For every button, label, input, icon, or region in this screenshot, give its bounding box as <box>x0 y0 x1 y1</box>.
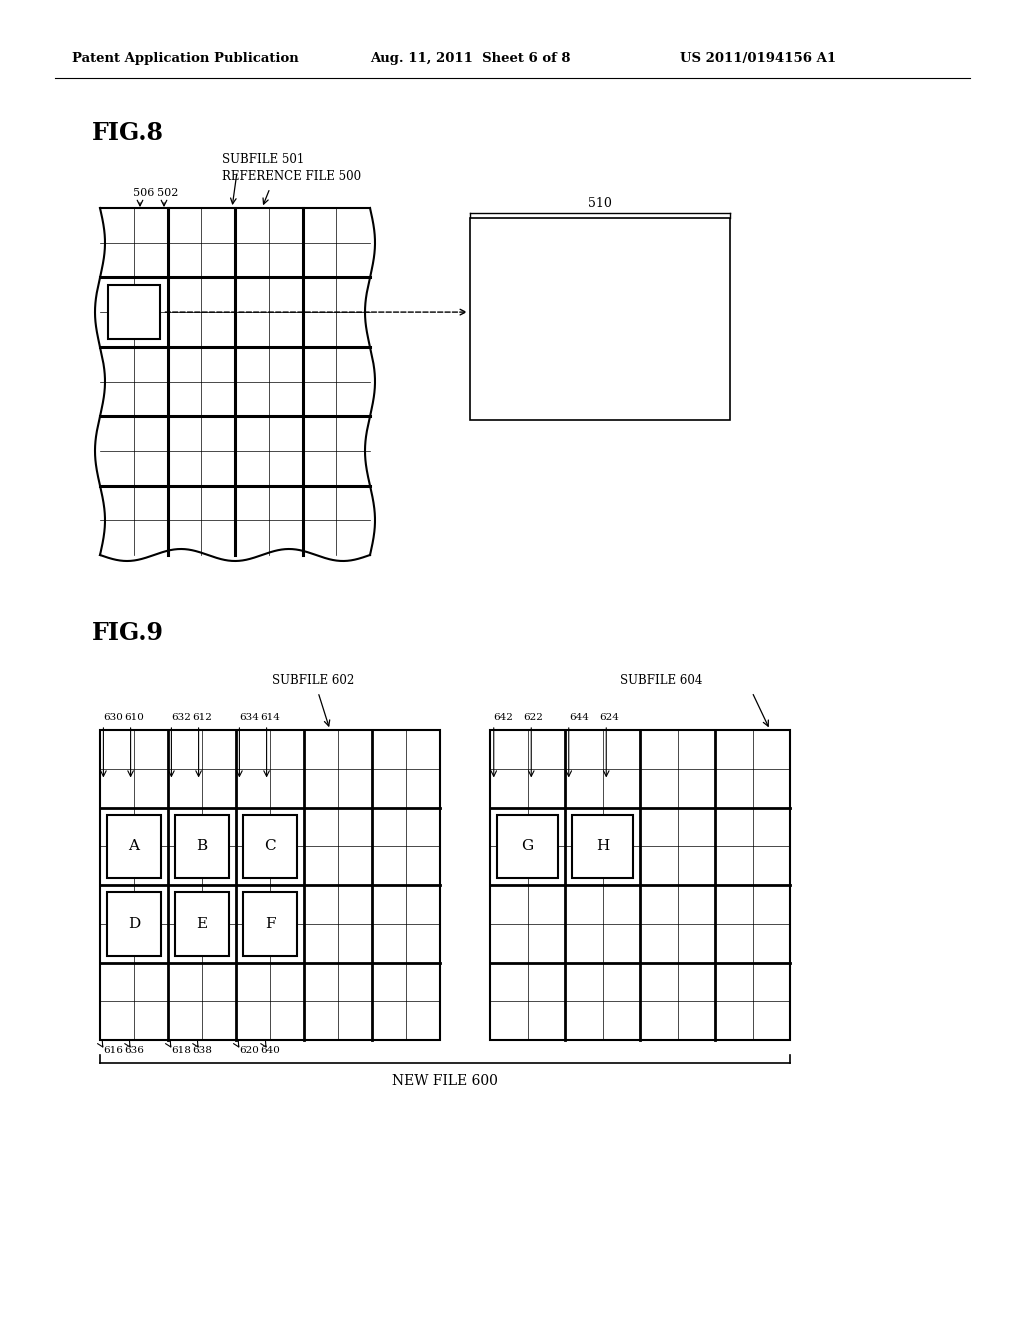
Bar <box>470 218 730 420</box>
Text: 510: 510 <box>588 197 612 210</box>
Text: SUBFILE 602: SUBFILE 602 <box>272 675 354 686</box>
Text: FIG.8: FIG.8 <box>92 121 164 145</box>
Text: 610: 610 <box>124 713 143 722</box>
Text: 612: 612 <box>191 713 212 722</box>
Bar <box>175 892 229 956</box>
Text: NEW FILE 600: NEW FILE 600 <box>392 1074 498 1088</box>
Text: B: B <box>197 840 208 853</box>
Text: 640: 640 <box>260 1045 280 1055</box>
Bar <box>243 892 297 956</box>
Bar <box>497 814 558 878</box>
Text: 638: 638 <box>191 1045 212 1055</box>
Text: F: F <box>265 917 275 931</box>
Bar <box>106 814 161 878</box>
Text: US 2011/0194156 A1: US 2011/0194156 A1 <box>680 51 837 65</box>
Bar <box>490 730 790 1040</box>
Bar <box>106 892 161 956</box>
Text: 530: 530 <box>560 337 582 346</box>
Text: A: A <box>128 840 139 853</box>
Text: 522: 522 <box>610 236 632 246</box>
Text: ⟨Repeat⟩: ⟨Repeat⟩ <box>480 234 538 246</box>
Bar <box>108 285 160 339</box>
Text: 524: 524 <box>588 276 609 286</box>
Text: FIG.9: FIG.9 <box>92 620 164 645</box>
Text: 622: 622 <box>523 713 544 722</box>
Text: 614: 614 <box>260 713 280 722</box>
Text: D: D <box>128 917 140 931</box>
Text: 528: 528 <box>594 282 615 292</box>
Text: 636: 636 <box>124 1045 143 1055</box>
Text: 634: 634 <box>240 713 259 722</box>
Text: ⟨/Step⟩: ⟨/Step⟩ <box>480 333 525 346</box>
Text: 624: 624 <box>599 713 618 722</box>
Text: Aug. 11, 2011  Sheet 6 of 8: Aug. 11, 2011 Sheet 6 of 8 <box>370 51 570 65</box>
Text: ⟨Max⟩ 2 ⟨/Max⟩: ⟨Max⟩ 2 ⟨/Max⟩ <box>480 313 589 326</box>
Bar <box>100 730 440 1040</box>
Bar <box>243 814 297 878</box>
Bar <box>100 730 440 1040</box>
Text: SUBFILE 501: SUBFILE 501 <box>222 153 304 166</box>
Bar <box>175 814 229 878</box>
Text: 644: 644 <box>568 713 589 722</box>
Text: 502: 502 <box>157 187 178 198</box>
Text: ⟨Max⟩ 3 ⟨/Max⟩: ⟨Max⟩ 3 ⟨/Max⟩ <box>480 253 589 267</box>
Text: Patent Application Publication: Patent Application Publication <box>72 51 299 65</box>
Bar <box>572 814 633 878</box>
Text: 630: 630 <box>103 713 123 722</box>
Text: 616: 616 <box>103 1045 123 1055</box>
Text: G: G <box>521 840 534 853</box>
Text: 520: 520 <box>580 236 601 246</box>
Text: ⟨/Repeat⟩: ⟨/Repeat⟩ <box>480 273 542 286</box>
Text: 632: 632 <box>171 713 191 722</box>
Bar <box>490 730 790 1040</box>
Text: SUBFILE 604: SUBFILE 604 <box>620 675 702 686</box>
Text: ⟨Step⟩: ⟨Step⟩ <box>480 293 521 306</box>
Text: 526: 526 <box>556 296 578 306</box>
Text: 506: 506 <box>133 187 155 198</box>
Text: 620: 620 <box>240 1045 259 1055</box>
Text: 618: 618 <box>171 1045 191 1055</box>
Text: E: E <box>197 917 208 931</box>
Bar <box>100 209 370 554</box>
Text: REFERENCE FILE 500: REFERENCE FILE 500 <box>222 170 361 183</box>
Text: 642: 642 <box>494 713 514 722</box>
Text: H: H <box>596 840 609 853</box>
Text: C: C <box>264 840 275 853</box>
